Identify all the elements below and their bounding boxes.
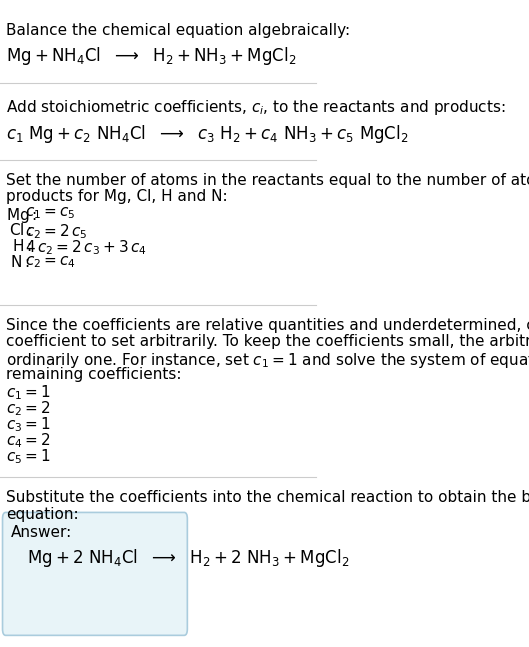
Text: ordinarily one. For instance, set $c_1 = 1$ and solve the system of equations fo: ordinarily one. For instance, set $c_1 =… [6,351,529,369]
Text: $c_2 = 2$: $c_2 = 2$ [6,399,50,418]
Text: Substitute the coefficients into the chemical reaction to obtain the balanced: Substitute the coefficients into the che… [6,490,529,505]
FancyBboxPatch shape [3,512,187,635]
Text: $c_1 = c_5$: $c_1 = c_5$ [25,206,76,221]
Text: Since the coefficients are relative quantities and underdetermined, choose a: Since the coefficients are relative quan… [6,318,529,333]
Text: $c_2 = c_4$: $c_2 = c_4$ [25,254,76,270]
Text: Add stoichiometric coefficients, $c_i$, to the reactants and products:: Add stoichiometric coefficients, $c_i$, … [6,98,505,117]
Text: Balance the chemical equation algebraically:: Balance the chemical equation algebraica… [6,23,350,38]
Text: Set the number of atoms in the reactants equal to the number of atoms in the: Set the number of atoms in the reactants… [6,173,529,188]
Text: $4\,c_2 = 2\,c_3 + 3\,c_4$: $4\,c_2 = 2\,c_3 + 3\,c_4$ [25,238,147,257]
Text: $c_5 = 1$: $c_5 = 1$ [6,448,50,466]
Text: $c_4 = 2$: $c_4 = 2$ [6,432,50,450]
Text: equation:: equation: [6,507,78,521]
Text: $c_1 = 1$: $c_1 = 1$ [6,383,50,402]
Text: coefficient to set arbitrarily. To keep the coefficients small, the arbitrary va: coefficient to set arbitrarily. To keep … [6,334,529,349]
Text: remaining coefficients:: remaining coefficients: [6,367,181,382]
Text: $\mathrm{Mg + NH_4Cl\ \ \longrightarrow\ \ H_2 + NH_3 + MgCl_2}$: $\mathrm{Mg + NH_4Cl\ \ \longrightarrow\… [6,45,296,67]
Text: $\mathrm{H:}$: $\mathrm{H:}$ [12,238,32,254]
Text: $\mathrm{N:}$: $\mathrm{N:}$ [11,254,30,270]
Text: Answer:: Answer: [11,525,72,540]
Text: $c_2 = 2\,c_5$: $c_2 = 2\,c_5$ [25,222,88,241]
Text: $\mathrm{Mg:}$: $\mathrm{Mg:}$ [6,206,37,225]
Text: $c_1\ \mathrm{Mg} + c_2\ \mathrm{NH_4Cl}\ \ \longrightarrow\ \ c_3\ \mathrm{H_2}: $c_1\ \mathrm{Mg} + c_2\ \mathrm{NH_4Cl}… [6,123,408,145]
Text: $c_3 = 1$: $c_3 = 1$ [6,415,50,434]
Text: $\mathrm{Cl:}$: $\mathrm{Cl:}$ [10,222,33,238]
Text: $\mathrm{Mg + 2\ NH_4Cl\ \ \longrightarrow\ \ H_2 + 2\ NH_3 + MgCl_2}$: $\mathrm{Mg + 2\ NH_4Cl\ \ \longrightarr… [27,547,349,569]
Text: products for Mg, Cl, H and N:: products for Mg, Cl, H and N: [6,189,227,204]
